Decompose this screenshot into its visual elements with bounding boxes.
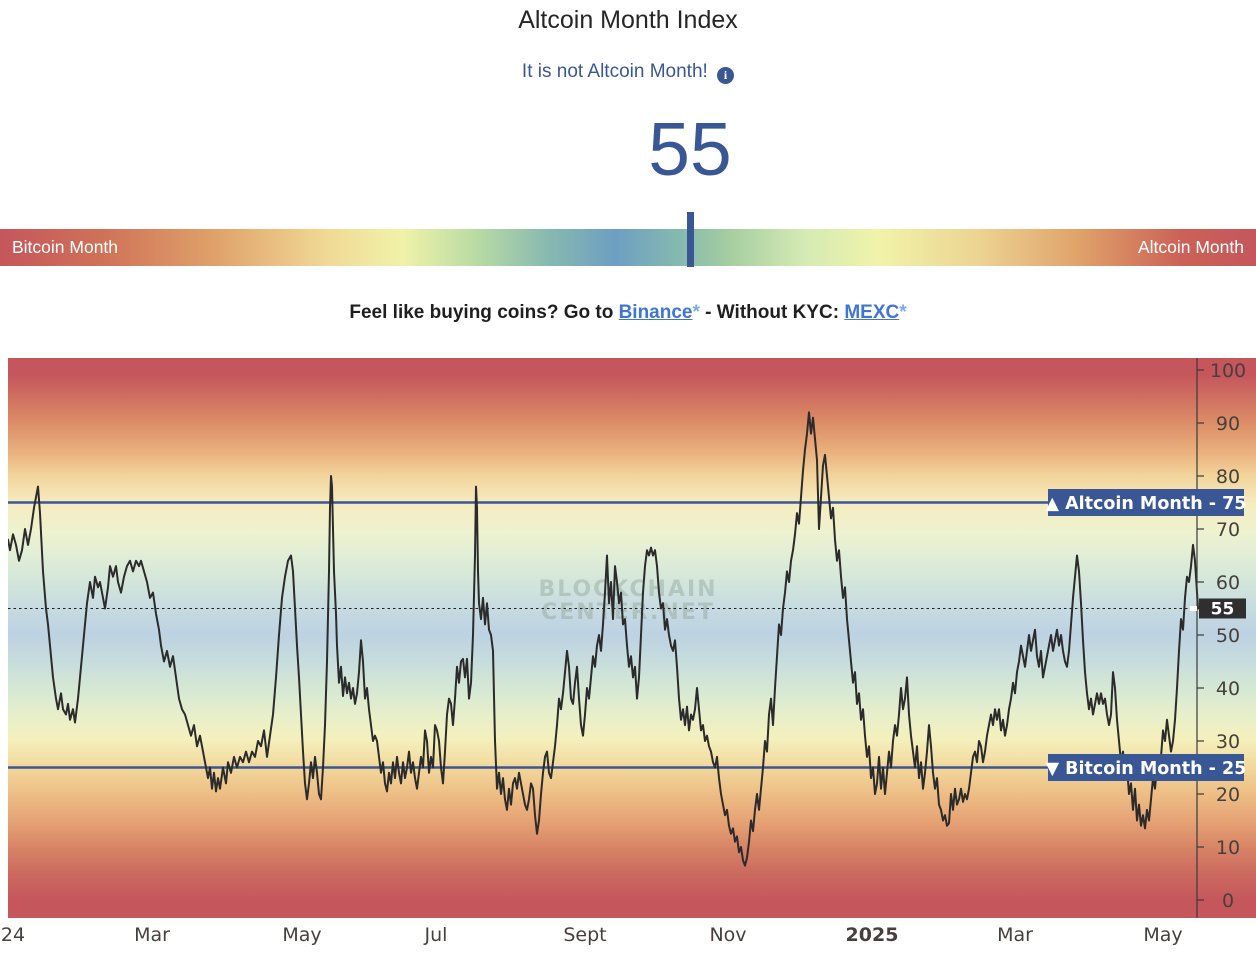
index-series-line[interactable] <box>8 411 1199 867</box>
promo-prefix-text: Feel like buying coins? Go to <box>349 302 619 323</box>
axis-current-marker <box>1190 606 1197 611</box>
index-history-chart[interactable]: BLOCKCHAIN CENTER.NET 100 90 80 70 60 50 40 30 2… <box>8 358 1256 918</box>
y-axis-tick-label: 10 <box>1216 837 1240 859</box>
current-index-value: 55 <box>648 107 732 191</box>
y-axis-tick-label: 0 <box>1222 890 1234 912</box>
current-value-badge <box>1199 598 1246 619</box>
y-axis-tick-label: 30 <box>1216 731 1240 753</box>
x-axis-label: Sept <box>563 924 607 946</box>
x-axis-label: Mar <box>134 924 170 946</box>
x-axis-label: Mar <box>997 924 1033 946</box>
y-axis-tick-label: 70 <box>1216 519 1240 541</box>
current-value-badge-label: 55 <box>1211 600 1235 620</box>
x-axis-label: May <box>1143 924 1183 946</box>
y-axis-tick-label: 40 <box>1216 678 1240 700</box>
binance-link-asterisk: * <box>692 302 700 323</box>
bitcoin-month-badge <box>1048 754 1244 781</box>
gauge-label-bitcoin-month: Bitcoin Month <box>12 237 119 257</box>
gauge-marker <box>687 212 694 267</box>
page-title: Altcoin Month Index <box>518 6 738 34</box>
y-axis-tick-label: 100 <box>1210 360 1246 382</box>
status-text: It is not Altcoin Month! <box>521 61 708 82</box>
x-axis-label: Jul <box>424 924 448 946</box>
gauge-label-altcoin-month: Altcoin Month <box>1137 237 1244 257</box>
bitcoin-month-badge-label: ▼ Bitcoin Month - 25 <box>1046 759 1247 779</box>
binance-link[interactable]: Binance <box>618 302 693 323</box>
x-axis-labels: 24 Mar May Jul Sept Nov 2025 Mar May <box>0 924 1256 954</box>
mexc-link[interactable]: MEXC <box>844 302 900 323</box>
y-axis-tick-label: 20 <box>1216 784 1240 806</box>
info-icon[interactable]: i <box>717 67 735 84</box>
x-axis-label: May <box>282 924 322 946</box>
y-axis-tick-label: 80 <box>1216 466 1240 488</box>
x-axis-label: 2025 <box>845 924 899 946</box>
y-axis-tick-label: 50 <box>1216 625 1240 647</box>
y-axis-tick-label: 60 <box>1216 572 1240 594</box>
mexc-link-asterisk: * <box>899 302 907 323</box>
promo-middle-text: - Without KYC: <box>699 302 845 323</box>
altcoin-month-badge <box>1048 489 1244 516</box>
x-axis-label: 24 <box>0 924 26 946</box>
sentiment-gauge: Bitcoin Month Altcoin Month <box>0 212 1256 267</box>
altcoin-month-badge-label: ▲ Altcoin Month - 75 <box>1046 494 1247 514</box>
y-axis-tick-label: 90 <box>1216 413 1240 435</box>
exchange-promo-line: Feel like buying coins? Go to Binance* -… <box>0 302 1256 324</box>
status-line: It is not Altcoin Month! i <box>0 61 1256 84</box>
x-axis-label: Nov <box>709 924 747 946</box>
